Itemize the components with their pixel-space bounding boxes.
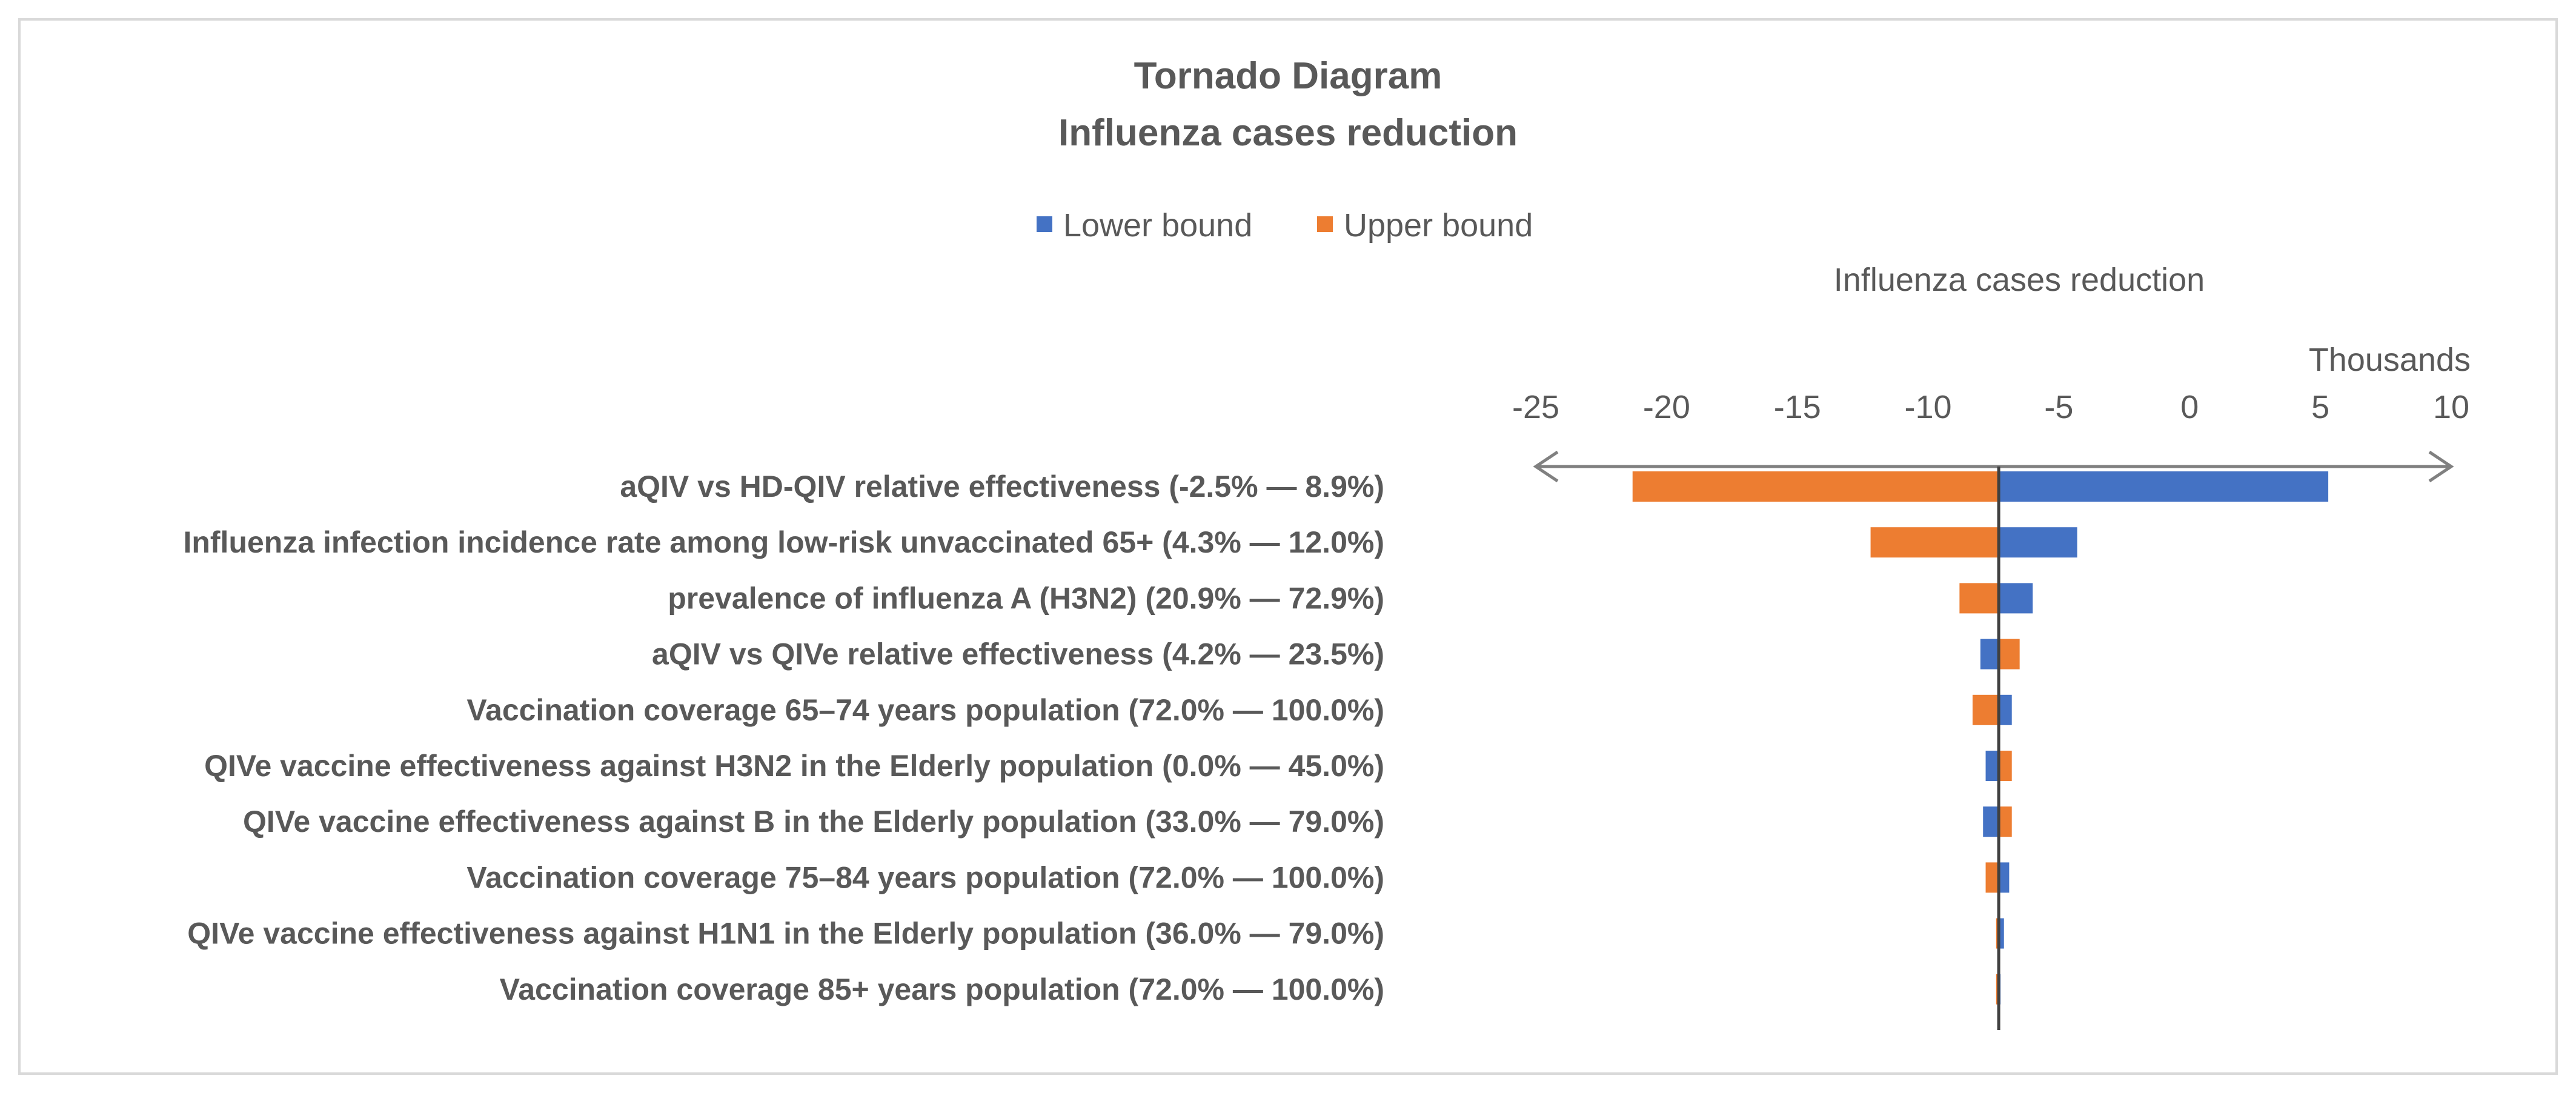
category-label: Influenza infection incidence rate among…: [183, 525, 1384, 559]
category-label: aQIV vs HD-QIV relative effectiveness (-…: [620, 470, 1384, 503]
x-axis-arrow-left: [1533, 450, 1559, 483]
x-tick-label: -25: [1512, 389, 1559, 425]
bar-upper-bound: [1999, 751, 2012, 781]
legend: Lower bound Upper bound: [1037, 207, 1533, 244]
bar-lower-bound: [1985, 751, 1999, 781]
x-tick-label: -20: [1643, 389, 1690, 425]
axis-units-label: Thousands: [2309, 342, 2471, 378]
x-axis: [1533, 450, 2454, 483]
bar-upper-bound: [1870, 527, 1999, 558]
category-label: aQIV vs QIVe relative effectiveness (4.2…: [652, 637, 1384, 671]
category-label: QIVe vaccine effectiveness against H3N2 …: [204, 749, 1384, 783]
x-tick-label: -15: [1774, 389, 1821, 425]
legend-label-upper-bound: Upper bound: [1344, 207, 1533, 244]
x-tick-label: 10: [2433, 389, 2469, 425]
x-tick-label: -10: [1905, 389, 1952, 425]
legend-swatch-lower-bound: [1037, 216, 1052, 232]
x-tick-label: 0: [2180, 389, 2199, 425]
bar-upper-bound: [1632, 471, 1999, 502]
chart-area: [18, 18, 2558, 1075]
x-axis-arrow-right: [2428, 450, 2454, 483]
bar-lower-bound: [1999, 918, 2004, 949]
chart-subtitle: Influenza cases reduction: [1058, 112, 1518, 154]
category-label: Vaccination coverage 85+ years populatio…: [500, 972, 1384, 1006]
bar-upper-bound: [1972, 694, 1999, 725]
x-tick-label: 5: [2311, 389, 2329, 425]
axis-title: Influenza cases reduction: [1834, 262, 2205, 298]
chart-title: Tornado Diagram: [1134, 55, 1442, 97]
bar-lower-bound: [1999, 471, 2329, 502]
bar-lower-bound: [1999, 527, 2077, 558]
x-tick-label: -5: [2044, 389, 2073, 425]
bar-lower-bound: [1983, 806, 1999, 837]
bars: [1632, 471, 2329, 1005]
bar-upper-bound: [1985, 862, 1999, 893]
bar-upper-bound: [1999, 639, 2020, 669]
category-label: Vaccination coverage 75–84 years populat…: [466, 860, 1384, 894]
x-axis-tick-labels: -25 -20 -15 -10 -5 0 5 10: [1512, 389, 2469, 425]
category-label: Vaccination coverage 65–74 years populat…: [466, 693, 1384, 727]
bar-lower-bound: [1999, 583, 2033, 614]
bar-upper-bound: [1999, 806, 2012, 837]
category-label: prevalence of influenza A (H3N2) (20.9% …: [668, 581, 1384, 615]
legend-swatch-upper-bound: [1317, 216, 1333, 232]
bar-lower-bound: [1980, 639, 1999, 669]
category-label: QIVe vaccine effectiveness against B in …: [243, 805, 1384, 839]
category-label: QIVe vaccine effectiveness against H1N1 …: [187, 917, 1384, 951]
bar-lower-bound: [1999, 862, 2010, 893]
category-labels: aQIV vs HD-QIV relative effectiveness (-…: [183, 470, 1384, 1006]
legend-label-lower-bound: Lower bound: [1063, 207, 1252, 244]
bar-upper-bound: [1959, 583, 1999, 614]
bar-lower-bound: [1999, 694, 2012, 725]
